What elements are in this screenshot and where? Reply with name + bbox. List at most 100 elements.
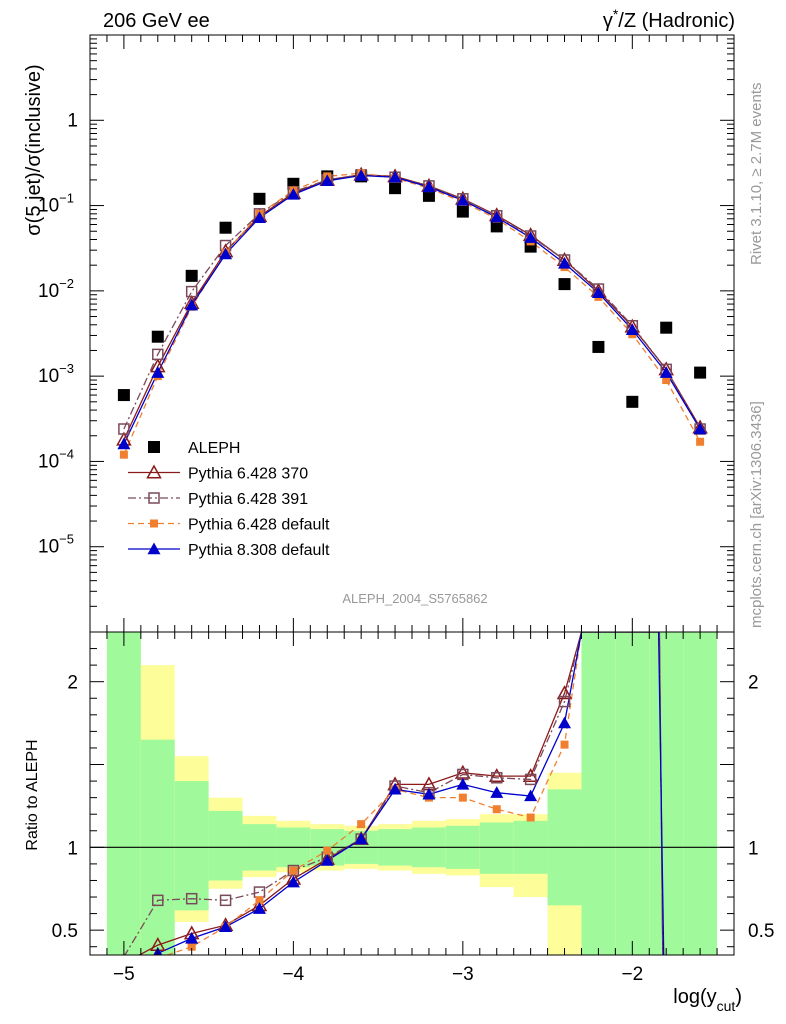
main-line-series-4: [123, 174, 701, 445]
legend-label-0: ALEPH: [188, 440, 240, 457]
main-line-series-3: [123, 172, 701, 455]
stat-band: [581, 632, 616, 955]
header-left: 206 GeV ee: [103, 10, 210, 32]
ratio-line-series-1: [124, 632, 664, 955]
ratio-point-s3: [354, 832, 368, 845]
stat-band: [174, 781, 209, 911]
legend-marker-0: [148, 441, 160, 453]
main-point-s0: [694, 366, 707, 379]
x-axis-label: log(ycut): [673, 986, 742, 1014]
ratio-xtick-label: −2: [621, 964, 643, 985]
ratio-point-s1: [287, 864, 300, 877]
main-point-s4: [252, 211, 266, 223]
main-point-s2: [152, 348, 164, 361]
ratio-point-s3: [185, 931, 199, 944]
main-ytick-label: 10−1: [38, 191, 74, 217]
ratio-ytick-label: 0.5: [52, 921, 78, 942]
legend-label-1: Pythia 6.428 370: [188, 466, 308, 483]
ratio-point-s1: [219, 894, 232, 907]
main-point-s4: [591, 286, 605, 298]
ratio-ytick-label-right: 1: [748, 838, 759, 859]
main-point-s4: [117, 437, 131, 450]
ratio-point-s2: [323, 846, 332, 855]
main-point-s4: [422, 180, 436, 193]
main-point-s4: [659, 366, 673, 378]
ratio-xtick-label: −3: [452, 964, 474, 985]
legend-label-2: Pythia 6.428 391: [188, 491, 308, 508]
ratio-point-s0: [556, 685, 573, 700]
main-point-s4: [625, 323, 639, 335]
ratio-ticks: 0.5 0.5 1 1 2 2 −5 −4 −3 −2: [52, 632, 774, 985]
ratio-point-s3: [286, 875, 300, 888]
main-series-lines: [123, 172, 701, 455]
ratio-ytick-label-right: 2: [748, 673, 759, 694]
ratio-point-s1: [558, 695, 571, 708]
ratio-point-s2: [289, 866, 298, 875]
main-ytick-label: 10−4: [38, 446, 74, 472]
ratio-xtick-label: −5: [113, 964, 135, 985]
ratio-point-s2: [458, 793, 467, 802]
legend-marker-1: [146, 464, 162, 479]
main-point-s0: [185, 269, 198, 282]
ratio-point-s2: [526, 813, 535, 822]
legend: ALEPH Pythia 6.428 370 Pythia 6.428 391 Pyt…: [128, 440, 330, 559]
ratio-point-s2: [255, 896, 264, 905]
main-panel: 10−5 10−4 10−3 10−2 10−1 1: [38, 34, 735, 633]
header-star: *: [613, 6, 619, 22]
main-ytick-label: 10−2: [38, 276, 74, 302]
ratio-ytick-label-right: 0.5: [748, 921, 774, 942]
ratio-panel: 0.5 0.5 1 1 2 2 −5 −4 −3 −2: [52, 631, 774, 985]
ratio-point-s1: [253, 886, 266, 898]
ratio-point-s3: [490, 786, 504, 798]
main-xticks: [89, 35, 735, 632]
stat-band: [615, 632, 650, 955]
legend-label-4: Pythia 8.308 default: [188, 542, 330, 559]
stat-band: [649, 632, 684, 955]
ratio-point-s1: [152, 894, 164, 907]
watermark: ALEPH_2004_S5765862: [342, 591, 487, 606]
main-line-series-1: [123, 174, 701, 440]
stat-band: [106, 632, 141, 955]
ratio-ytick-label: 2: [67, 673, 78, 694]
main-point-s0: [253, 192, 266, 205]
ratio-point-s3: [252, 902, 266, 914]
main-line-series-2: [123, 174, 701, 430]
main-point-s0: [151, 330, 164, 343]
ratio-series: [124, 632, 665, 955]
main-point-s0: [117, 389, 130, 402]
ratio-point-s2: [357, 820, 366, 829]
ratio-line-series-2: [165, 632, 656, 955]
ratio-point-s3: [456, 777, 470, 790]
stat-band: [683, 632, 718, 955]
ratio-point-s1: [524, 773, 537, 786]
xlabel-sub: cut: [717, 998, 736, 1014]
ratio-ylabel: Ratio to ALEPH: [24, 739, 41, 850]
ratio-point-s1: [490, 772, 503, 784]
main-ytick-label: 10−3: [38, 361, 74, 387]
main-markers: [116, 166, 708, 459]
stat-band: [479, 822, 514, 874]
mcplots-label: mcplots.cern.ch [arXiv:1306.3436]: [748, 401, 765, 628]
ratio-point-s3: [524, 789, 538, 802]
ratio-ytick-label: 1: [67, 838, 78, 859]
header-gamma: γ: [603, 10, 613, 32]
main-point-s0: [490, 220, 503, 233]
legend-marker-3: [150, 519, 158, 528]
legend-label-3: Pythia 6.428 default: [188, 517, 330, 534]
ratio-point-s3: [422, 787, 436, 800]
ratio-point-s1: [185, 892, 198, 905]
main-point-s3: [119, 450, 128, 459]
main-point-s2: [185, 285, 198, 298]
main-point-s4: [558, 256, 572, 269]
main-point-s0: [558, 278, 571, 291]
main-point-s4: [354, 169, 368, 181]
main-ytick-label: 10−5: [38, 532, 74, 558]
main-point-s4: [219, 247, 233, 260]
main-point-s0: [660, 321, 673, 334]
main-point-s0: [219, 221, 232, 234]
rivet-label: Rivet 3.1.10, ≥ 2.7M events: [748, 83, 765, 266]
legend-marker-2: [148, 492, 160, 504]
ratio-xtick-label: −4: [283, 964, 305, 985]
legend-marker-4: [147, 542, 161, 555]
